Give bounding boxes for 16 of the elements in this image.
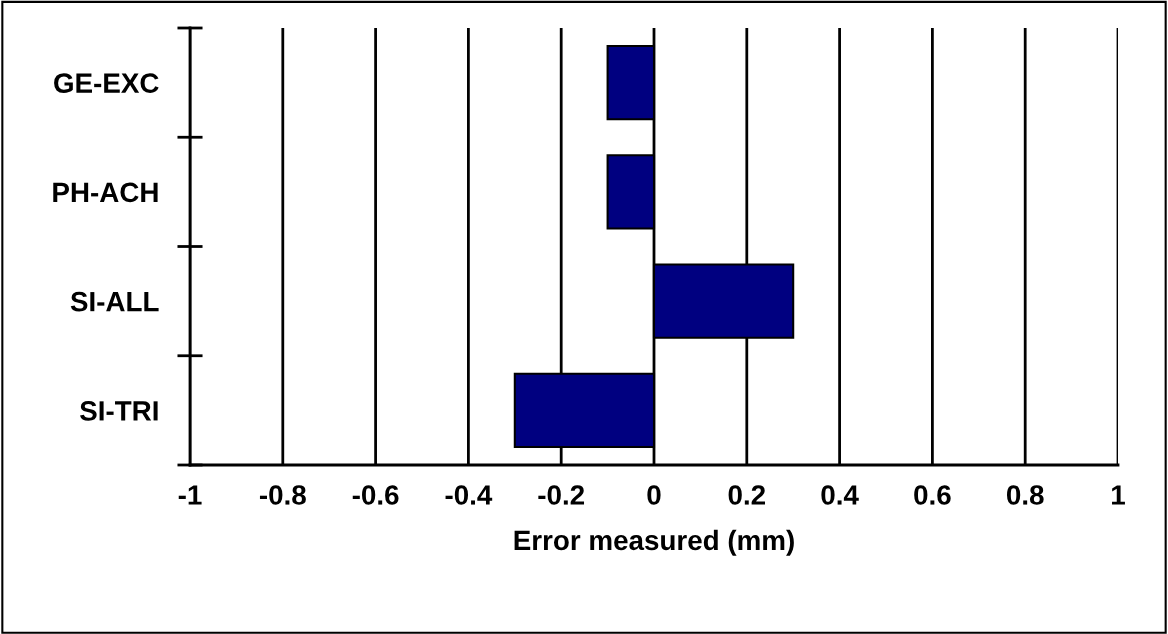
x-tick-label: 0 <box>647 485 661 505</box>
x-tick-label: 0.8 <box>1006 485 1044 505</box>
y-tick-label: PH-ACH <box>53 182 158 203</box>
x-tick-label: 0.4 <box>821 485 859 505</box>
x-tick-label: -0.8 <box>259 485 306 505</box>
x-tick-label: 0.2 <box>728 485 765 505</box>
x-tick-label: 1 <box>1112 485 1125 505</box>
x-tick-label: -0.6 <box>352 485 399 505</box>
x-axis-title: Error measured (mm) <box>514 529 794 556</box>
x-tick-label: -0.2 <box>538 485 585 505</box>
x-tick-label: -1 <box>178 485 202 505</box>
x-tick-label: -0.4 <box>445 485 493 505</box>
y-tick-label: SI-TRI <box>80 401 158 421</box>
y-tick-label: SI-ALL <box>70 291 159 312</box>
x-tick-label: 0.6 <box>914 485 951 505</box>
y-tick-label: GE-EXC <box>54 73 159 93</box>
